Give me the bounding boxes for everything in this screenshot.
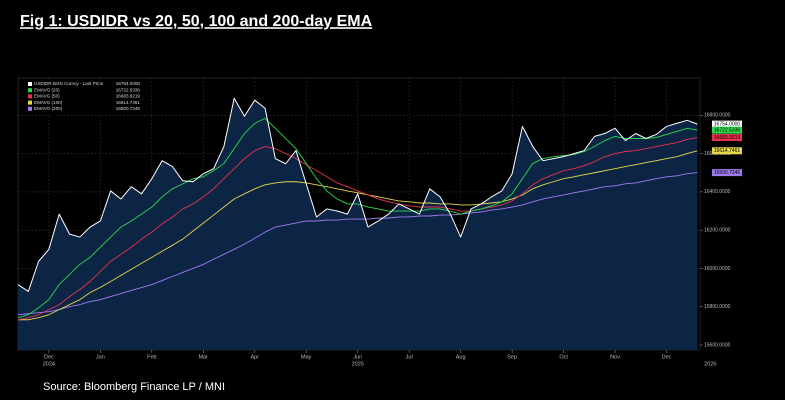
x-year-label: 2025: [352, 361, 364, 367]
price-area: [18, 98, 698, 350]
y-tick-label: 16400.0000: [704, 189, 731, 195]
x-tick-label: Apr: [250, 354, 259, 360]
x-tick-label: Dec: [44, 354, 54, 360]
legend-value: 16722.5336: [116, 87, 141, 92]
last-value-tag: [712, 169, 742, 177]
y-tick-label: 16800.0000: [704, 113, 731, 119]
y-tick-label: 16000.0000: [704, 266, 731, 272]
legend-label: EMAVG (200): [34, 106, 63, 111]
last-value-tag: [712, 147, 742, 155]
series-line: [17, 137, 698, 321]
legend-value: 16754.0000: [116, 81, 141, 86]
last-value-label: 16722.5336: [714, 127, 741, 133]
series-line: [17, 97, 698, 292]
chart-title: Fig 1: USDIDR vs 20, 50, 100 and 200-day…: [20, 13, 373, 30]
source-note: Source: Bloomberg Finance LP / MNI: [43, 381, 225, 393]
legend-value: 16500.7246: [116, 106, 141, 111]
last-value-tag: [712, 120, 742, 128]
x-tick-label: May: [301, 354, 312, 360]
legend-swatch: [28, 106, 32, 111]
x-year-label: 2026: [704, 361, 716, 367]
x-tick-label: Feb: [147, 354, 156, 360]
legend-label: EMAVG (20): [34, 87, 60, 92]
last-value-label: 16683.9219: [714, 135, 741, 141]
x-tick-label: Oct: [559, 354, 568, 360]
x-tick-label: Jan: [96, 354, 105, 360]
y-tick-label: 15600.0000: [704, 342, 731, 348]
last-value-label: 16754.0000: [714, 121, 741, 127]
legend-label: EMAVG (100): [34, 100, 63, 105]
legend-swatch: [28, 88, 32, 93]
x-tick-label: Nov: [610, 354, 620, 360]
x-tick-label: Jun: [353, 354, 362, 360]
x-tick-label: Mar: [199, 354, 209, 360]
legend-box: [26, 80, 144, 114]
last-value-label: 16614.7461: [714, 148, 741, 154]
legend-swatch: [28, 82, 32, 86]
x-tick-label: Aug: [456, 354, 466, 360]
y-tick-label: 15800.0000: [704, 304, 731, 310]
legend-label: EMAVG (50): [34, 94, 60, 99]
series-line: [17, 172, 698, 316]
legend-value: 16614.7461: [116, 100, 141, 105]
legend-swatch: [28, 100, 32, 105]
series-line: [18, 150, 698, 321]
legend-value: 16683.9219: [116, 94, 141, 99]
x-year-label: 2024: [43, 361, 55, 367]
last-value-label: 16500.7246: [714, 170, 741, 176]
series-line: [17, 117, 698, 319]
legend-swatch: [28, 94, 32, 99]
last-value-tag: [712, 126, 742, 134]
x-tick-label: Jul: [406, 354, 413, 360]
last-value-tag: [712, 134, 742, 142]
x-tick-label: Sep: [507, 354, 517, 360]
x-tick-label: Dec: [662, 354, 672, 360]
legend-label: USDIDR BGN Curncy - Last Price: [34, 81, 104, 86]
y-tick-label: 16200.0000: [704, 228, 731, 234]
